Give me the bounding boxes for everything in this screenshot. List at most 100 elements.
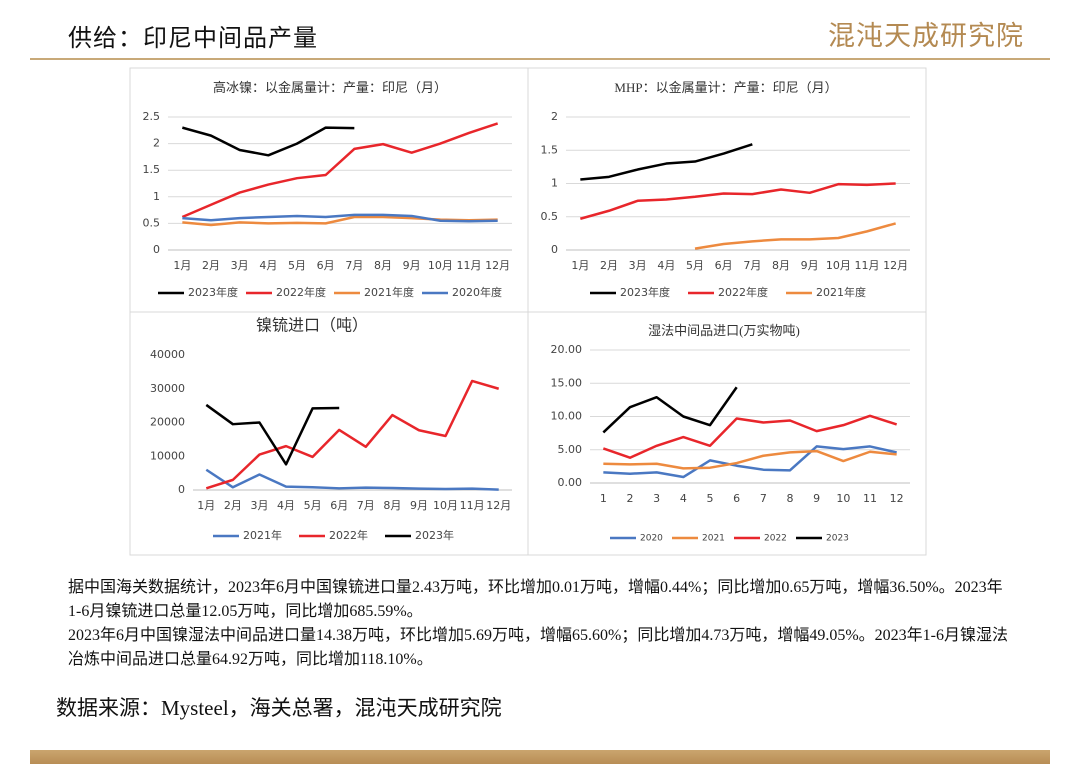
x-tick-label: 7 bbox=[760, 492, 767, 505]
chart-title: 镍锍进口（吨） bbox=[256, 317, 368, 335]
x-tick-label: 6月 bbox=[330, 499, 348, 512]
x-tick-label: 9月 bbox=[410, 499, 428, 512]
x-tick-label: 10 bbox=[836, 492, 850, 505]
note: 据中国海关数据统计，2023年6月中国镍锍进口量2.43万吨，环比增加0.01万… bbox=[68, 579, 1003, 620]
x-tick-label: 3月 bbox=[629, 259, 647, 272]
series-line bbox=[603, 449, 897, 470]
x-tick-label: 2 bbox=[627, 492, 634, 505]
x-tick-label: 3月 bbox=[250, 499, 268, 512]
series-line bbox=[579, 182, 896, 220]
series-line bbox=[580, 143, 753, 181]
legend-label: 2022年 bbox=[329, 528, 368, 542]
legend-label: 2020 bbox=[640, 534, 663, 544]
legend-label: 2021 bbox=[702, 534, 725, 544]
legend-label: 2022年度 bbox=[718, 285, 768, 299]
legend-label: 2023年度 bbox=[620, 285, 670, 299]
x-tick-label: 6 bbox=[733, 492, 740, 505]
series-line bbox=[602, 414, 898, 459]
x-tick-label: 11月 bbox=[457, 259, 482, 272]
x-tick-label: 10月 bbox=[428, 259, 453, 272]
source: 数据来源：Mysteel，海关总署，混沌天成研究院 bbox=[56, 696, 502, 720]
y-tick-label: 0 bbox=[153, 243, 160, 256]
x-tick-label: 4 bbox=[680, 492, 687, 505]
note: 2023年6月中国镍湿法中间品进口量14.38万吨，环比增加5.69万吨，增幅6… bbox=[68, 627, 1008, 668]
notes: 据中国海关数据统计，2023年6月中国镍锍进口量2.43万吨，环比增加0.01万… bbox=[68, 576, 1008, 672]
x-tick-label: 5 bbox=[707, 492, 714, 505]
series-line bbox=[205, 379, 500, 490]
x-tick-label: 1 bbox=[600, 492, 607, 505]
x-tick-label: 3月 bbox=[231, 259, 249, 272]
y-tick-label: 2 bbox=[551, 110, 558, 123]
x-tick-label: 5月 bbox=[686, 259, 704, 272]
x-tick-label: 9 bbox=[813, 492, 820, 505]
legend-label: 2021年度 bbox=[816, 285, 866, 299]
y-tick-label: 0 bbox=[551, 243, 558, 256]
x-tick-label: 3 bbox=[653, 492, 660, 505]
y-tick-label: 1 bbox=[153, 190, 160, 203]
y-tick-label: 1 bbox=[551, 177, 558, 190]
x-tick-label: 1月 bbox=[571, 259, 589, 272]
x-tick-label: 1月 bbox=[173, 259, 191, 272]
chart-title: MHP：以金属量计：产量：印尼（月） bbox=[614, 80, 837, 95]
y-tick-label: 0 bbox=[178, 483, 185, 496]
x-tick-label: 9月 bbox=[801, 259, 819, 272]
x-tick-label: 1月 bbox=[197, 499, 215, 512]
x-tick-label: 12月 bbox=[485, 259, 510, 272]
header-rule bbox=[30, 58, 1050, 60]
x-tick-label: 10月 bbox=[826, 259, 851, 272]
slide-title: 供给：印尼中间品产量 bbox=[68, 26, 318, 52]
x-tick-label: 2月 bbox=[224, 499, 242, 512]
x-tick-label: 12月 bbox=[883, 259, 908, 272]
y-tick-label: 2.5 bbox=[143, 110, 161, 123]
series-line bbox=[182, 213, 498, 223]
chart-title: 高冰镍：以金属量计：产量：印尼（月） bbox=[213, 80, 447, 95]
legend-label: 2023 bbox=[826, 534, 849, 544]
chart-title: 湿法中间品进口(万实物吨) bbox=[648, 323, 800, 338]
series-line bbox=[205, 468, 499, 491]
x-tick-label: 6月 bbox=[715, 259, 733, 272]
x-tick-label: 5月 bbox=[304, 499, 322, 512]
x-tick-label: 8月 bbox=[374, 259, 392, 272]
y-tick-label: 0.5 bbox=[541, 210, 559, 223]
x-tick-label: 9月 bbox=[403, 259, 421, 272]
x-tick-label: 8 bbox=[787, 492, 794, 505]
x-tick-label: 12 bbox=[890, 492, 904, 505]
legend-label: 2022年度 bbox=[276, 285, 326, 299]
x-tick-label: 11 bbox=[863, 492, 877, 505]
y-tick-label: 15.00 bbox=[551, 376, 583, 389]
y-tick-label: 1.5 bbox=[143, 163, 161, 176]
series-line bbox=[205, 403, 340, 466]
legend-label: 2023年 bbox=[415, 528, 454, 542]
x-tick-label: 12月 bbox=[486, 499, 511, 512]
x-tick-label: 6月 bbox=[317, 259, 335, 272]
x-tick-label: 4月 bbox=[657, 259, 675, 272]
x-tick-label: 11月 bbox=[855, 259, 880, 272]
x-tick-label: 11月 bbox=[460, 499, 485, 512]
x-tick-label: 7月 bbox=[345, 259, 363, 272]
y-tick-label: 1.5 bbox=[541, 143, 559, 156]
x-tick-label: 4月 bbox=[259, 259, 277, 272]
series-line bbox=[603, 445, 897, 479]
y-tick-label: 5.00 bbox=[558, 443, 583, 456]
x-tick-label: 8月 bbox=[772, 259, 790, 272]
y-tick-label: 40000 bbox=[150, 348, 185, 361]
y-tick-label: 10.00 bbox=[551, 410, 583, 423]
x-tick-label: 2月 bbox=[202, 259, 220, 272]
x-tick-label: 5月 bbox=[288, 259, 306, 272]
y-tick-label: 10000 bbox=[150, 449, 185, 462]
series-line bbox=[181, 122, 499, 219]
series-line bbox=[181, 126, 355, 157]
y-tick-label: 20000 bbox=[150, 416, 185, 429]
x-tick-label: 10月 bbox=[433, 499, 458, 512]
x-tick-label: 7月 bbox=[743, 259, 761, 272]
x-tick-label: 4月 bbox=[277, 499, 295, 512]
y-tick-label: 2 bbox=[153, 137, 160, 150]
series-line bbox=[694, 222, 897, 250]
footer-bar bbox=[30, 750, 1050, 764]
legend-label: 2021年 bbox=[243, 528, 282, 542]
x-tick-label: 8月 bbox=[383, 499, 401, 512]
legend-label: 2021年度 bbox=[364, 285, 414, 299]
logo: 混沌天成研究院 bbox=[828, 21, 1024, 51]
